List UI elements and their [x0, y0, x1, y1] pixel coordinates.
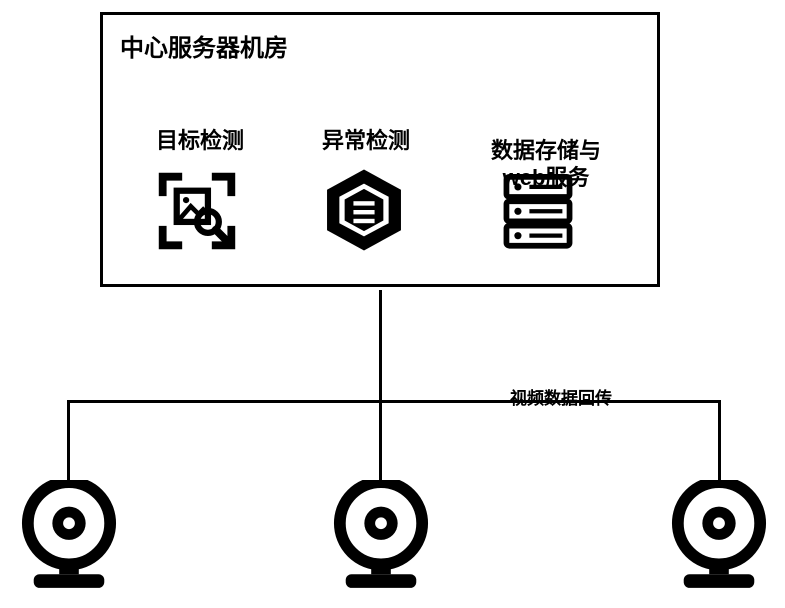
- module-target-detection-label: 目标检测: [140, 128, 260, 154]
- camera-icon: [670, 480, 768, 590]
- edge-trunk: [379, 290, 382, 400]
- edge-drop-center: [379, 400, 382, 482]
- edge-label-video-return: 视频数据回传: [510, 384, 612, 409]
- module-anomaly-detection-label: 异常检测: [306, 128, 426, 154]
- hex-badge-icon: [320, 166, 408, 254]
- edge-drop-left: [67, 400, 70, 482]
- server-rack-icon: [502, 174, 574, 250]
- detect-crop-icon: [158, 172, 236, 250]
- server-room-title: 中心服务器机房: [120, 28, 288, 63]
- edge-drop-right: [718, 400, 721, 482]
- camera-icon: [20, 480, 118, 590]
- camera-icon: [332, 480, 430, 590]
- edge-bus: [67, 400, 721, 403]
